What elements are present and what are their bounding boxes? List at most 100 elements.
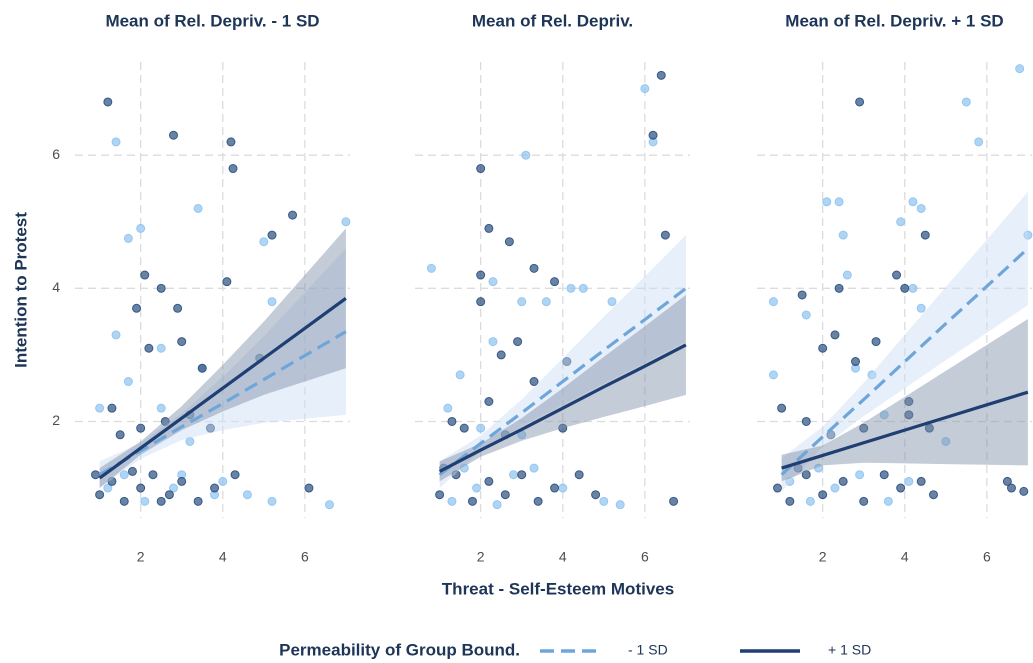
facet-title: Mean of Rel. Depriv. + 1 SD — [785, 11, 1003, 30]
point — [504, 237, 514, 247]
fit-line — [438, 343, 687, 473]
point — [144, 343, 154, 353]
point — [640, 84, 650, 94]
point — [879, 410, 889, 420]
point — [797, 290, 807, 300]
point — [578, 283, 588, 293]
confidence-band — [99, 228, 346, 489]
x-tick-label: 2 — [137, 549, 145, 565]
confidence-band — [781, 318, 1028, 482]
point — [591, 490, 601, 500]
point — [156, 403, 166, 413]
point — [210, 483, 220, 493]
point — [459, 463, 469, 473]
point — [855, 470, 865, 480]
point — [123, 233, 133, 243]
point — [111, 137, 121, 147]
point — [193, 203, 203, 213]
x-axis-label: Threat - Self-Esteem Motives — [442, 579, 674, 598]
point — [801, 416, 811, 426]
point — [267, 496, 277, 506]
point — [529, 463, 539, 473]
point — [961, 97, 971, 107]
point — [558, 423, 568, 433]
point — [818, 343, 828, 353]
point — [867, 370, 877, 380]
y-tick-label: 4 — [52, 279, 60, 295]
point — [136, 223, 146, 233]
point — [451, 470, 461, 480]
point — [533, 496, 543, 506]
point — [140, 270, 150, 280]
point — [928, 490, 938, 500]
point — [801, 470, 811, 480]
point — [476, 423, 486, 433]
point — [879, 470, 889, 480]
x-tick-label: 6 — [301, 549, 309, 565]
x-tick-label: 2 — [477, 549, 485, 565]
point — [599, 496, 609, 506]
point — [896, 483, 906, 493]
point — [574, 470, 584, 480]
point — [459, 423, 469, 433]
point — [496, 350, 506, 360]
point — [805, 496, 815, 506]
point — [484, 476, 494, 486]
point — [896, 217, 906, 227]
point — [916, 203, 926, 213]
point — [160, 416, 170, 426]
point — [1019, 486, 1029, 496]
point — [173, 303, 183, 313]
point — [842, 270, 852, 280]
confidence-band — [439, 294, 686, 482]
point — [119, 496, 129, 506]
point — [136, 483, 146, 493]
point — [834, 197, 844, 207]
point — [222, 277, 232, 287]
point — [517, 297, 527, 307]
point — [904, 410, 914, 420]
point — [484, 397, 494, 407]
point — [566, 283, 576, 293]
point — [838, 476, 848, 486]
point — [851, 357, 861, 367]
x-tick-label: 4 — [901, 549, 909, 565]
point — [267, 230, 277, 240]
point — [95, 490, 105, 500]
point — [974, 137, 984, 147]
point — [156, 343, 166, 353]
point — [185, 436, 195, 446]
point — [115, 430, 125, 440]
point — [656, 70, 666, 80]
point — [855, 97, 865, 107]
x-tick-label: 6 — [983, 549, 991, 565]
point — [259, 237, 269, 247]
point — [871, 337, 881, 347]
point — [228, 164, 238, 174]
point — [859, 423, 869, 433]
y-axis-label: Intention to Protest — [11, 212, 30, 368]
point — [193, 496, 203, 506]
fit-line — [780, 247, 1029, 476]
point — [197, 363, 207, 373]
point — [169, 483, 179, 493]
point — [838, 230, 848, 240]
point — [426, 263, 436, 273]
point — [777, 403, 787, 413]
point — [103, 483, 113, 493]
y-tick-label: 6 — [52, 146, 60, 162]
point — [472, 483, 482, 493]
point — [834, 283, 844, 293]
point — [1002, 476, 1012, 486]
point — [818, 490, 828, 500]
point — [242, 490, 252, 500]
point — [892, 270, 902, 280]
point — [169, 130, 179, 140]
point — [904, 397, 914, 407]
point — [123, 377, 133, 387]
point — [615, 500, 625, 510]
point — [484, 223, 494, 233]
point — [517, 470, 527, 480]
fit-line — [438, 287, 687, 477]
x-tick-label: 4 — [219, 549, 227, 565]
